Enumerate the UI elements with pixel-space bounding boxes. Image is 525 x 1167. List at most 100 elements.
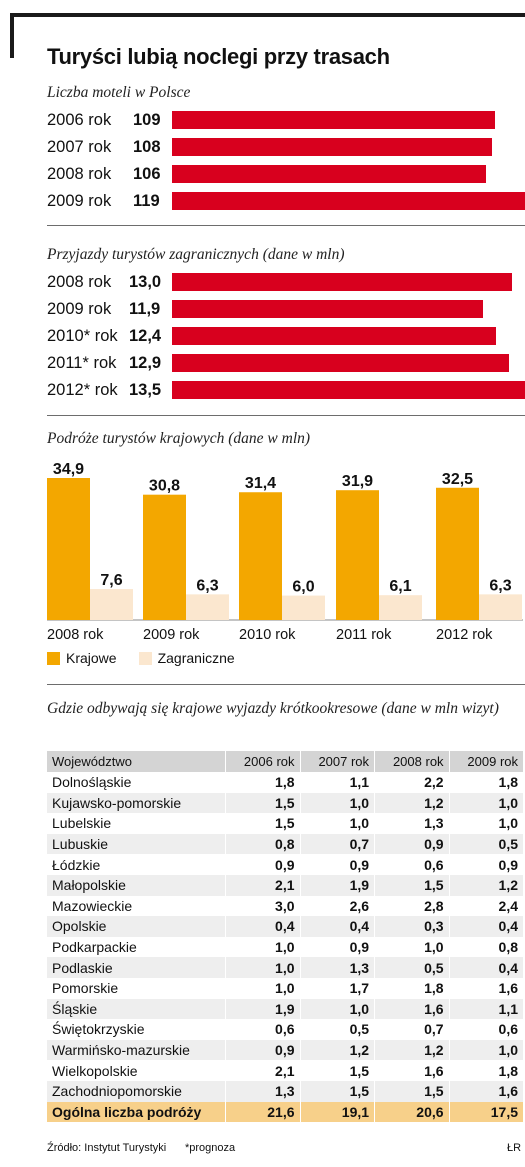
table-cell: 1,9 <box>299 874 375 896</box>
table-cell: 1,0 <box>225 977 301 999</box>
table-cell: 1,0 <box>448 792 523 814</box>
column-header: 2007 rok <box>299 751 375 772</box>
table-cell: 1,8 <box>448 772 523 793</box>
table-cell: 1,5 <box>225 813 301 834</box>
divider <box>47 415 525 416</box>
category-label: 2012 rok <box>436 627 493 643</box>
table-cell: 0,4 <box>299 916 375 937</box>
category-label: 2008 rok <box>47 165 112 183</box>
table-row: Lubelskie 1,5 1,0 1,3 1,0 <box>47 813 523 834</box>
table-cell: Ogólna liczba podróży <box>47 1101 226 1123</box>
table-row: Mazowieckie 3,0 2,6 2,8 2,4 <box>47 895 523 917</box>
data-label: 7,6 <box>100 572 122 589</box>
value-label: 108 <box>133 138 161 156</box>
table-row: Śląskie 1,9 1,0 1,6 1,1 <box>47 998 523 1020</box>
table-cell: 2,1 <box>225 1060 301 1081</box>
table-row: Warmińsko-mazurskie 0,9 1,2 1,2 1,0 <box>47 1039 523 1061</box>
table-cell: 1,5 <box>299 1080 375 1102</box>
table-row: Wielkopolskie 2,1 1,5 1,6 1,8 <box>47 1060 523 1081</box>
table-cell: Podlaskie <box>47 957 226 978</box>
table-cell: Podkarpackie <box>52 939 137 956</box>
category-label: 2006 rok <box>47 111 112 129</box>
category-label: 2008 rok <box>47 627 104 643</box>
infographic-title: Turyści lubią noclegi przy trasach <box>47 44 390 69</box>
table-row: Podlaskie 1,0 1,3 0,5 0,4 <box>47 957 523 978</box>
domestic-trips-chart: 34,9 7,6 2008 rok 30,8 6,3 2009 rok 31,4 6,0 201… <box>47 461 523 643</box>
table-cell: 1,6 <box>448 1080 523 1102</box>
column-header: Województwo <box>47 751 226 772</box>
table-cell: 1,5 <box>374 874 450 896</box>
table-cell: 0,8 <box>448 936 523 958</box>
category-label: 2010 rok <box>239 627 296 643</box>
bar-row: 2008 rok 13,0 <box>47 272 525 292</box>
table-cell: 1,8 <box>225 772 301 793</box>
category-label: 2011 rok <box>336 627 392 643</box>
data-label: 34,9 <box>53 461 84 478</box>
table-cell: 0,8 <box>225 833 301 855</box>
bar-row: 2009 rok 11,9 <box>47 299 525 319</box>
bar-krajowe <box>47 478 90 620</box>
total-row: Ogólna liczba podróży 21,6 19,1 20,6 17,5 <box>47 1101 523 1123</box>
table-cell: 1,1 <box>448 998 523 1020</box>
bar-krajowe <box>436 487 479 620</box>
table-cell: 1,0 <box>448 813 523 834</box>
table-cell: 1,1 <box>299 772 375 793</box>
bar-row: 2010* rok 12,4 <box>47 326 525 346</box>
bar-row: 2011* rok 12,9 <box>47 353 525 373</box>
bar-zagraniczne <box>479 594 522 620</box>
table-cell: 3,0 <box>225 895 301 917</box>
divider <box>47 684 525 685</box>
bar-zagraniczne <box>186 594 229 620</box>
value-label: 13,5 <box>129 381 162 399</box>
table-cell: 1,2 <box>374 1039 450 1061</box>
table-cell: 21,6 <box>225 1101 301 1123</box>
table-cell: 1,0 <box>299 813 375 834</box>
table-cell: Małopolskie <box>47 874 226 896</box>
data-label: 6,3 <box>196 577 218 594</box>
bar <box>172 381 525 399</box>
value-label: 109 <box>133 111 161 129</box>
table-cell: 19,1 <box>299 1101 375 1123</box>
table-cell: 2,4 <box>448 895 523 917</box>
table-cell: 0,5 <box>374 957 450 978</box>
table-cell: 1,0 <box>225 936 301 958</box>
author-initials: ŁR <box>507 1142 522 1154</box>
table-cell: Zachodniopomorskie <box>47 1080 226 1102</box>
table-cell: Wielkopolskie <box>52 1062 138 1079</box>
table-cell: 0,7 <box>374 1019 450 1040</box>
table-cell: Lubuskie <box>47 833 226 855</box>
table-cell: 0,9 <box>299 936 375 958</box>
bar <box>172 165 487 183</box>
bar <box>172 192 525 210</box>
category-label: 2012* rok <box>47 381 118 399</box>
table-cell: Dolnośląskie <box>52 774 132 791</box>
forecast-note: *prognoza <box>185 1142 236 1154</box>
bar <box>172 327 497 345</box>
table-cell: 2,2 <box>374 772 450 793</box>
data-label: 30,8 <box>149 478 180 495</box>
table-cell: Kujawsko-pomorskie <box>47 792 226 814</box>
table-row: Lubuskie 0,8 0,7 0,9 0,5 <box>47 833 523 855</box>
bar <box>172 111 496 129</box>
legend-item-krajowe: Krajowe <box>47 650 117 666</box>
bar-row: 2008 rok 106 <box>47 164 525 184</box>
bar-krajowe <box>143 494 186 620</box>
table-cell: 0,5 <box>448 833 523 855</box>
table-cell: 1,3 <box>299 957 375 978</box>
table-row: Zachodniopomorskie 1,3 1,5 1,5 1,6 <box>47 1080 523 1102</box>
table-cell: 2,6 <box>299 895 375 917</box>
category-label: 2011* rok <box>47 354 117 372</box>
table-cell: Lubelskie <box>52 815 112 832</box>
table-cell: 1,5 <box>299 1060 375 1081</box>
short-trips-table: Województwo 2006 rok 2007 rok 2008 rok 2009 … <box>47 751 523 1123</box>
bar-zagraniczne <box>282 595 325 620</box>
motels-chart-title: Liczba moteli w Polsce <box>47 84 191 101</box>
data-label: 6,1 <box>389 578 411 595</box>
table-cell: 0,6 <box>448 1019 523 1040</box>
legend-label-krajowe: Krajowe <box>66 650 117 666</box>
bar-zagraniczne <box>379 595 422 620</box>
data-label: 31,9 <box>342 473 373 490</box>
short-trips-table-title: Gdzie odbywają się krajowe wyjazdy krótk… <box>47 700 499 717</box>
value-label: 12,4 <box>129 327 162 345</box>
bar-row: 2007 rok 108 <box>47 137 525 157</box>
